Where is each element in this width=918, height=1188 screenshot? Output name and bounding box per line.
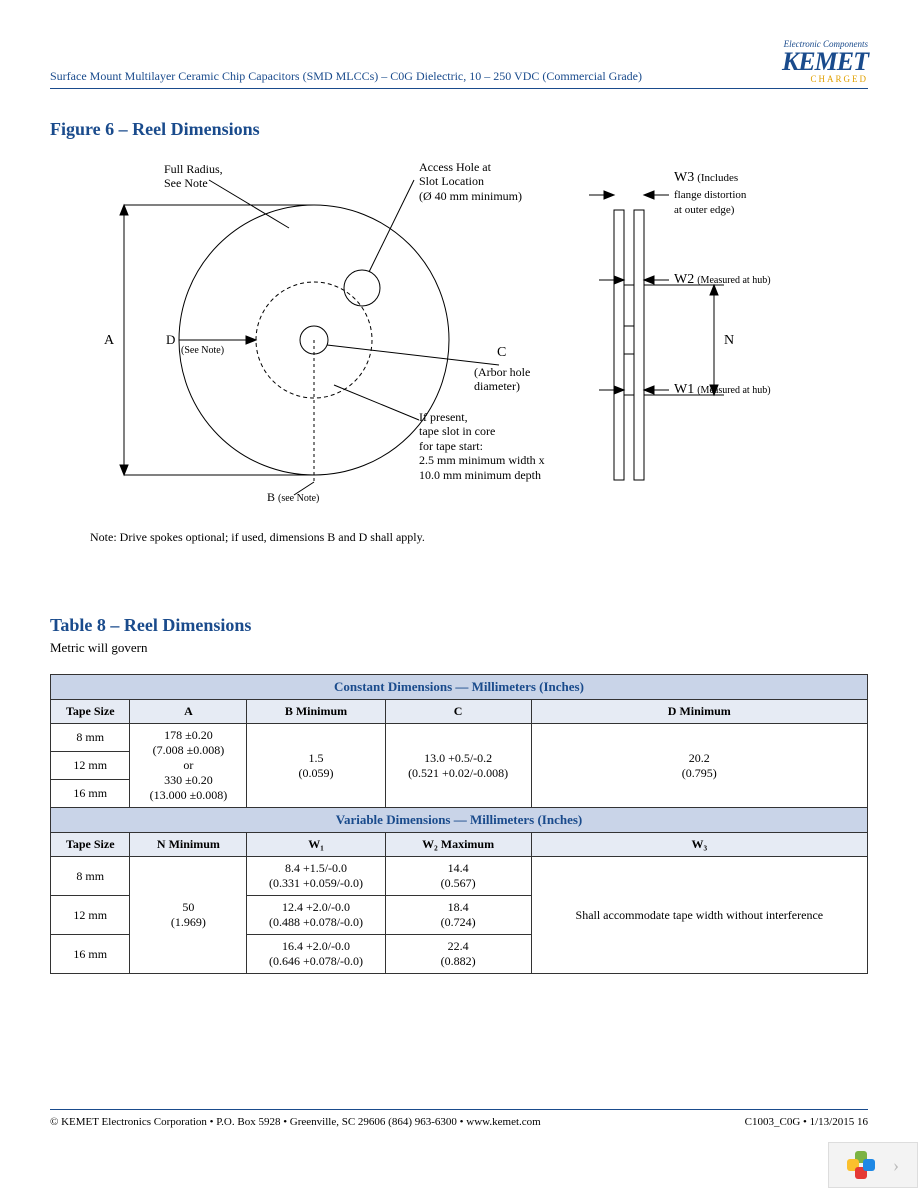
cell-w1-16: 16.4 +2.0/-0.0(0.646 +0.078/-0.0): [247, 935, 385, 974]
metric-note: Metric will govern: [50, 640, 868, 656]
cell-a: 178 ±0.20 (7.008 ±0.008) or 330 ±0.20 (1…: [130, 724, 247, 808]
col2-nmin: N Minimum: [130, 833, 247, 857]
col-dmin: D Minimum: [531, 700, 867, 724]
col2-tape: Tape Size: [51, 833, 130, 857]
next-page-icon[interactable]: ›: [893, 1155, 899, 1176]
v-tape-8: 8 mm: [51, 857, 130, 896]
label-d: D: [166, 332, 175, 348]
cell-w2-16: 22.4(0.882): [385, 935, 531, 974]
label-a: A: [104, 333, 114, 350]
reel-diagram: Full Radius, See Note Access Hole at Slo…: [69, 150, 849, 520]
label-w2: W2 (Measured at hub): [674, 272, 771, 289]
logo-text: KEMET: [782, 49, 868, 75]
cell-tape-16: 16 mm: [51, 780, 130, 808]
cell-w3: Shall accommodate tape width without int…: [531, 857, 867, 974]
cell-w2-8: 14.4(0.567): [385, 857, 531, 896]
page-footer: © KEMET Electronics Corporation • P.O. B…: [50, 1109, 868, 1128]
band-constant: Constant Dimensions — Millimeters (Inche…: [51, 675, 868, 700]
figure-title: Figure 6 – Reel Dimensions: [50, 119, 868, 140]
col-tape: Tape Size: [51, 700, 130, 724]
label-c: C: [497, 345, 506, 362]
v-tape-16: 16 mm: [51, 935, 130, 974]
label-n: N: [724, 333, 734, 350]
cell-nmin: 50(1.969): [130, 857, 247, 974]
cell-tape-8: 8 mm: [51, 724, 130, 752]
v-tape-12: 12 mm: [51, 896, 130, 935]
footer-right: C1003_C0G • 1/13/2015 16: [745, 1116, 868, 1128]
col2-w3: W₃: [531, 833, 867, 857]
col2-w2: W₂ Maximum: [385, 833, 531, 857]
label-tape-slot: If present, tape slot in core for tape s…: [419, 410, 545, 482]
label-d-note: (See Note): [181, 345, 224, 357]
figure-note: Note: Drive spokes optional; if used, di…: [90, 530, 868, 545]
col-c: C: [385, 700, 531, 724]
dimensions-table: Constant Dimensions — Millimeters (Inche…: [50, 674, 868, 974]
cell-tape-12: 12 mm: [51, 752, 130, 780]
cell-dmin: 20.2(0.795): [531, 724, 867, 808]
col2-w1: W₁: [247, 833, 385, 857]
label-arbor: (Arbor hole diameter): [474, 365, 530, 394]
page-header: Surface Mount Multilayer Ceramic Chip Ca…: [50, 40, 868, 89]
label-b: B (see Note): [267, 490, 319, 505]
viewer-toolbar: ›: [828, 1142, 918, 1188]
cell-w2-12: 18.4(0.724): [385, 896, 531, 935]
label-full-radius: Full Radius, See Note: [164, 162, 223, 191]
viewer-logo-icon: [847, 1151, 875, 1179]
band-variable: Variable Dimensions — Millimeters (Inche…: [51, 808, 868, 833]
col-a: A: [130, 700, 247, 724]
kemet-logo: Electronic Components KEMET CHARGED: [782, 40, 868, 84]
cell-w1-12: 12.4 +2.0/-0.0(0.488 +0.078/-0.0): [247, 896, 385, 935]
label-w3: W3 (Includes flange distortion at outer …: [674, 170, 746, 217]
logo-charged: CHARGED: [782, 75, 868, 84]
cell-w1-8: 8.4 +1.5/-0.0(0.331 +0.059/-0.0): [247, 857, 385, 896]
cell-c: 13.0 +0.5/-0.2(0.521 +0.02/-0.008): [385, 724, 531, 808]
label-w1: W1 (Measured at hub): [674, 382, 771, 399]
footer-left: © KEMET Electronics Corporation • P.O. B…: [50, 1116, 541, 1128]
col-bmin: B Minimum: [247, 700, 385, 724]
table-title: Table 8 – Reel Dimensions: [50, 615, 868, 636]
label-access-hole: Access Hole at Slot Location (Ø 40 mm mi…: [419, 160, 522, 203]
doc-title: Surface Mount Multilayer Ceramic Chip Ca…: [50, 69, 642, 84]
cell-bmin: 1.5(0.059): [247, 724, 385, 808]
